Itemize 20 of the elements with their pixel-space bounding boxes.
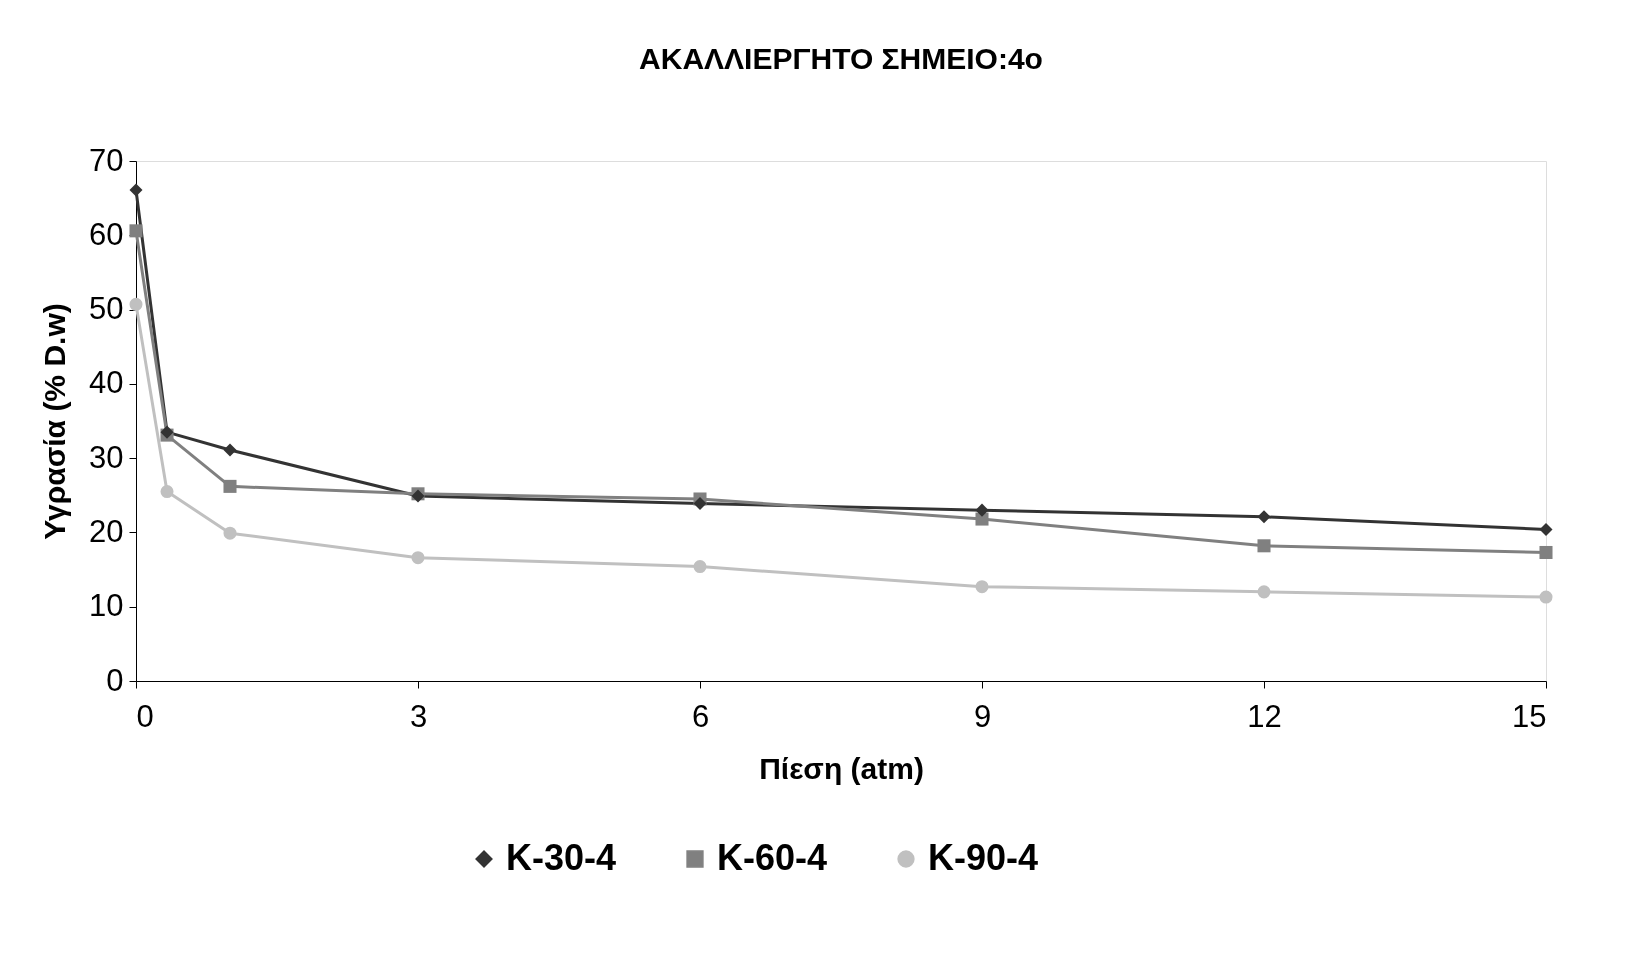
y-tick-label: 0: [106, 662, 124, 698]
y-tick-label: 60: [89, 216, 124, 252]
y-axis-title: Υγρασία (% D.w): [38, 303, 72, 540]
x-tick-label: 9: [973, 698, 992, 734]
y-tick-label: 30: [89, 439, 124, 475]
y-tick-label: 10: [89, 588, 124, 624]
y-tick-label: 50: [89, 291, 124, 327]
y-tick-label: 70: [89, 142, 124, 178]
legend-label: K-90-4: [928, 837, 1039, 878]
x-tick-label: 15: [1512, 698, 1547, 734]
x-tick-label: 12: [1247, 698, 1282, 734]
legend-label: K-60-4: [717, 837, 828, 878]
x-tick-label: 6: [691, 698, 710, 734]
x-tick-label: 3: [409, 698, 428, 734]
x-tick-label: 0: [136, 698, 154, 734]
legend-label: K-30-4: [506, 837, 617, 878]
x-axis-title: Πίεση (atm): [759, 751, 924, 785]
y-tick-label: 20: [89, 513, 124, 549]
y-tick-label: 40: [89, 365, 124, 401]
chart-title: ΑΚΑΛΛΙΕΡΓΗΤΟ ΣΗΜΕΙΟ:4ο: [639, 42, 1043, 75]
